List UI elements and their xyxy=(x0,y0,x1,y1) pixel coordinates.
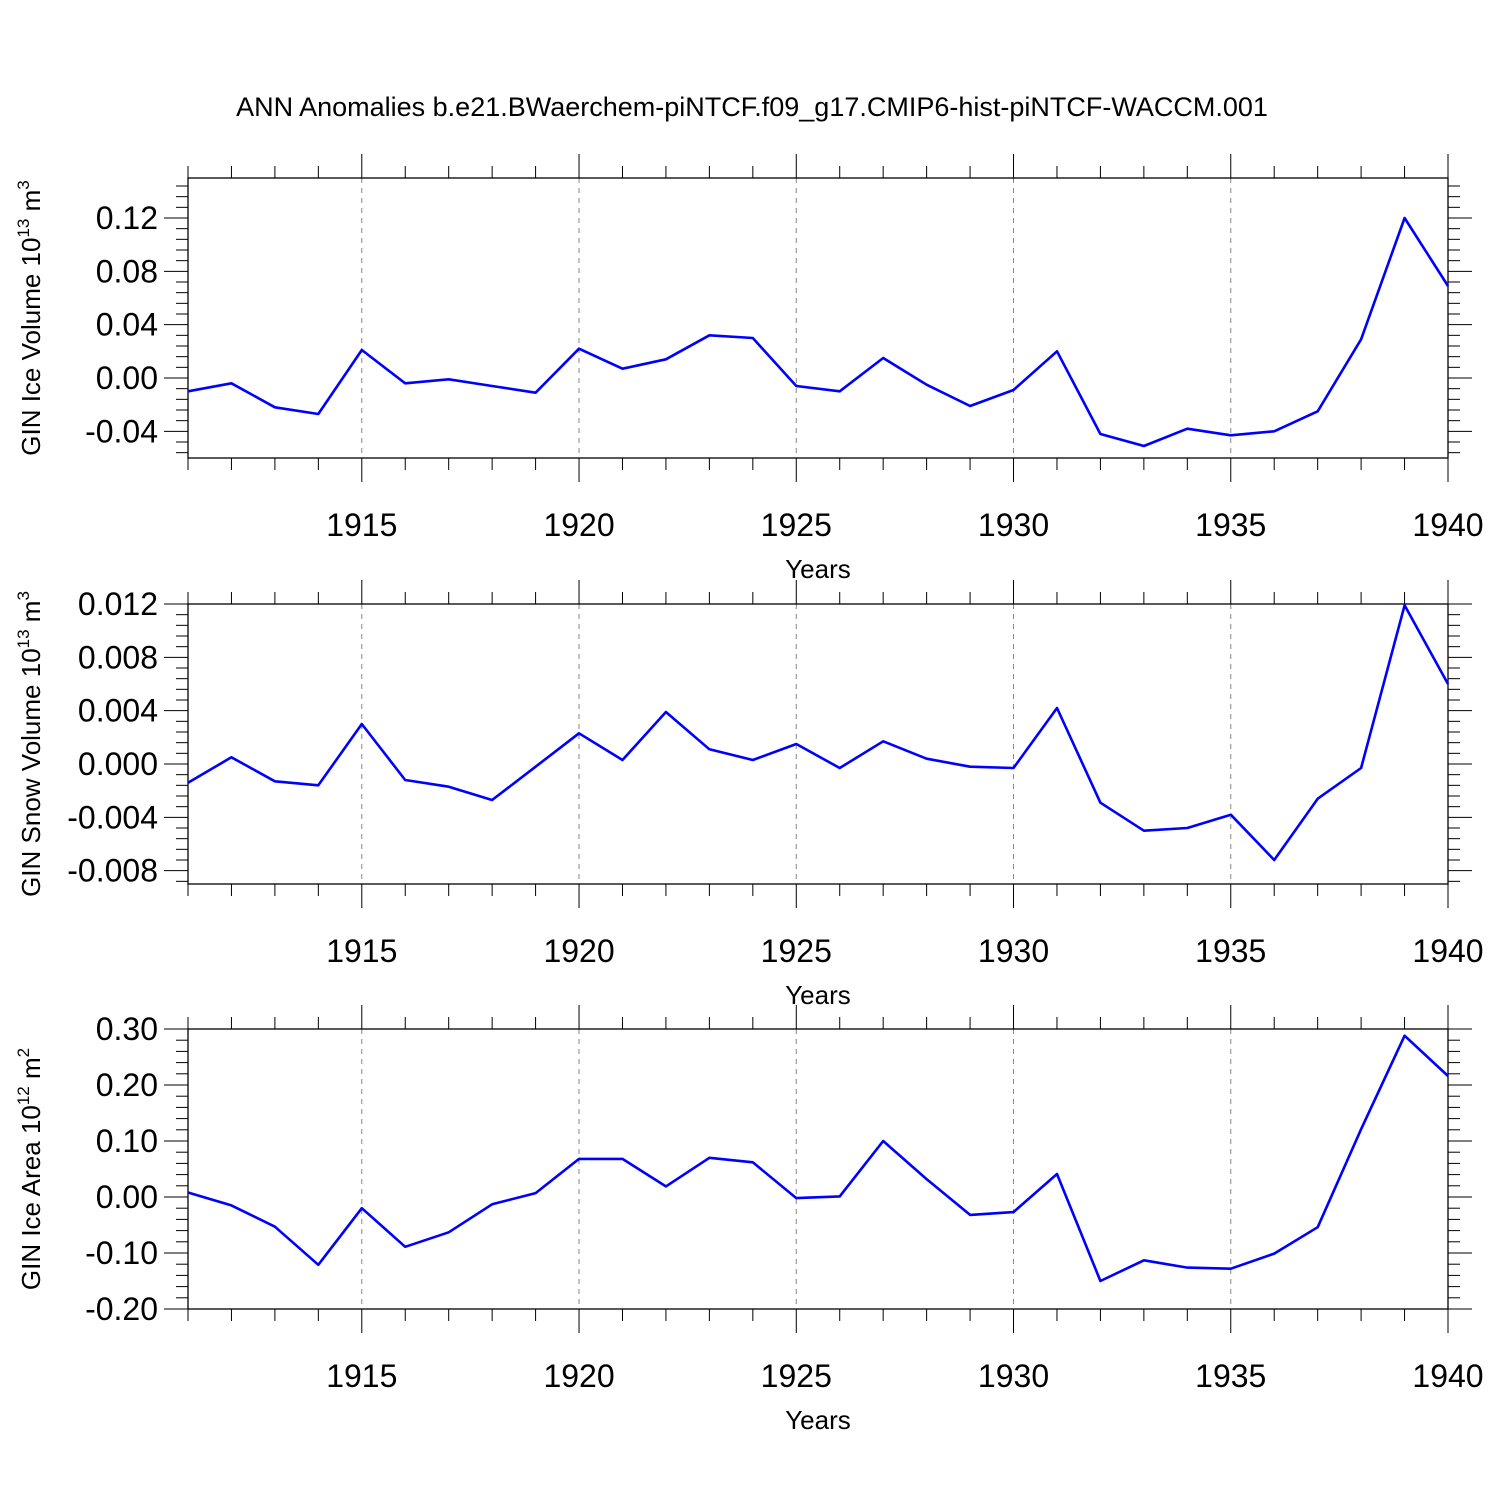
x-tick-label: 1920 xyxy=(543,1358,614,1394)
y-tick-label: 0.004 xyxy=(78,693,158,729)
y-axis-label: GIN Ice Volume 1013 m3 xyxy=(14,180,46,456)
y-axis-label-exponent: 13 xyxy=(14,219,33,238)
x-tick-label: 1915 xyxy=(326,507,397,543)
plot-frame xyxy=(188,1029,1448,1309)
y-axis-label-exponent: 12 xyxy=(14,1086,33,1105)
x-tick-label: 1915 xyxy=(326,933,397,969)
x-axis-label: Years xyxy=(785,1405,851,1435)
x-tick-label: 1935 xyxy=(1195,1358,1266,1394)
x-tick-label: 1935 xyxy=(1195,933,1266,969)
y-tick-label: 0.20 xyxy=(96,1067,158,1103)
x-tick-label: 1930 xyxy=(978,1358,1049,1394)
panel-1: 1915 1920 1925 1930 1935 1940 Years -0.04 0.00 0.… xyxy=(14,154,1484,584)
x-tick-label: 1920 xyxy=(543,933,614,969)
series-line-1 xyxy=(188,605,1448,860)
plot-frame xyxy=(188,178,1448,458)
x-tick-label: 1925 xyxy=(761,507,832,543)
y-tick-label: -0.008 xyxy=(67,853,158,889)
x-tick-label: 1920 xyxy=(543,507,614,543)
y-tick-label: -0.04 xyxy=(85,413,158,449)
chart-title: ANN Anomalies b.e21.BWaerchem-piNTCF.f09… xyxy=(236,92,1268,122)
y-axis-label-unit: m xyxy=(16,190,46,219)
y-tick-label: 0.00 xyxy=(96,360,158,396)
y-axis-label-text: GIN Ice Area 10 xyxy=(16,1105,46,1290)
y-axis-label-text: GIN Ice Volume 10 xyxy=(16,238,46,456)
series-line-1 xyxy=(188,218,1448,446)
panel-3: 1915 1920 1925 1930 1935 1940 Years -0.20 -0.10 0… xyxy=(14,1005,1484,1435)
y-tick-label: 0.008 xyxy=(78,639,158,675)
x-axis-label: Years xyxy=(785,554,851,584)
x-tick-label: 1940 xyxy=(1412,507,1483,543)
x-tick-label: 1930 xyxy=(978,933,1049,969)
y-tick-label: 0.30 xyxy=(96,1011,158,1047)
x-tick-label: 1935 xyxy=(1195,507,1266,543)
y-tick-label: 0.08 xyxy=(96,253,158,289)
y-axis-label: GIN Ice Area 1012 m2 xyxy=(14,1048,46,1290)
x-axis-label: Years xyxy=(785,980,851,1010)
y-tick-label: 0.12 xyxy=(96,200,158,236)
y-axis-label-text: GIN Snow Volume 10 xyxy=(16,648,46,897)
x-tick-label: 1925 xyxy=(761,933,832,969)
y-tick-label: 0.10 xyxy=(96,1123,158,1159)
y-axis-label-unit-exponent: 3 xyxy=(14,180,33,189)
y-axis-label-unit: m xyxy=(16,601,46,630)
y-tick-label: 0.04 xyxy=(96,307,158,343)
y-axis-label-exponent: 13 xyxy=(14,629,33,648)
y-axis-label-unit-exponent: 2 xyxy=(14,1048,33,1057)
panel-2: 1915 1920 1925 1930 1935 1940 Years -0.008 -0.00… xyxy=(14,580,1484,1010)
x-tick-label: 1930 xyxy=(978,507,1049,543)
y-axis-label-unit-exponent: 3 xyxy=(14,591,33,600)
y-tick-label: 0.00 xyxy=(96,1179,158,1215)
x-tick-label: 1915 xyxy=(326,1358,397,1394)
y-tick-label: -0.20 xyxy=(85,1291,158,1327)
y-tick-label: 0.000 xyxy=(78,746,158,782)
y-tick-label: -0.10 xyxy=(85,1235,158,1271)
y-axis-label: GIN Snow Volume 1013 m3 xyxy=(14,591,46,897)
x-tick-label: 1940 xyxy=(1412,933,1483,969)
y-tick-label: -0.004 xyxy=(67,799,158,835)
x-tick-label: 1925 xyxy=(761,1358,832,1394)
panels: 1915 1920 1925 1930 1935 1940 Years -0.04 0.00 0.… xyxy=(14,154,1484,1435)
y-tick-label: 0.012 xyxy=(78,586,158,622)
y-axis-label-unit: m xyxy=(16,1057,46,1086)
x-tick-label: 1940 xyxy=(1412,1358,1483,1394)
series-line-1 xyxy=(188,1036,1448,1281)
